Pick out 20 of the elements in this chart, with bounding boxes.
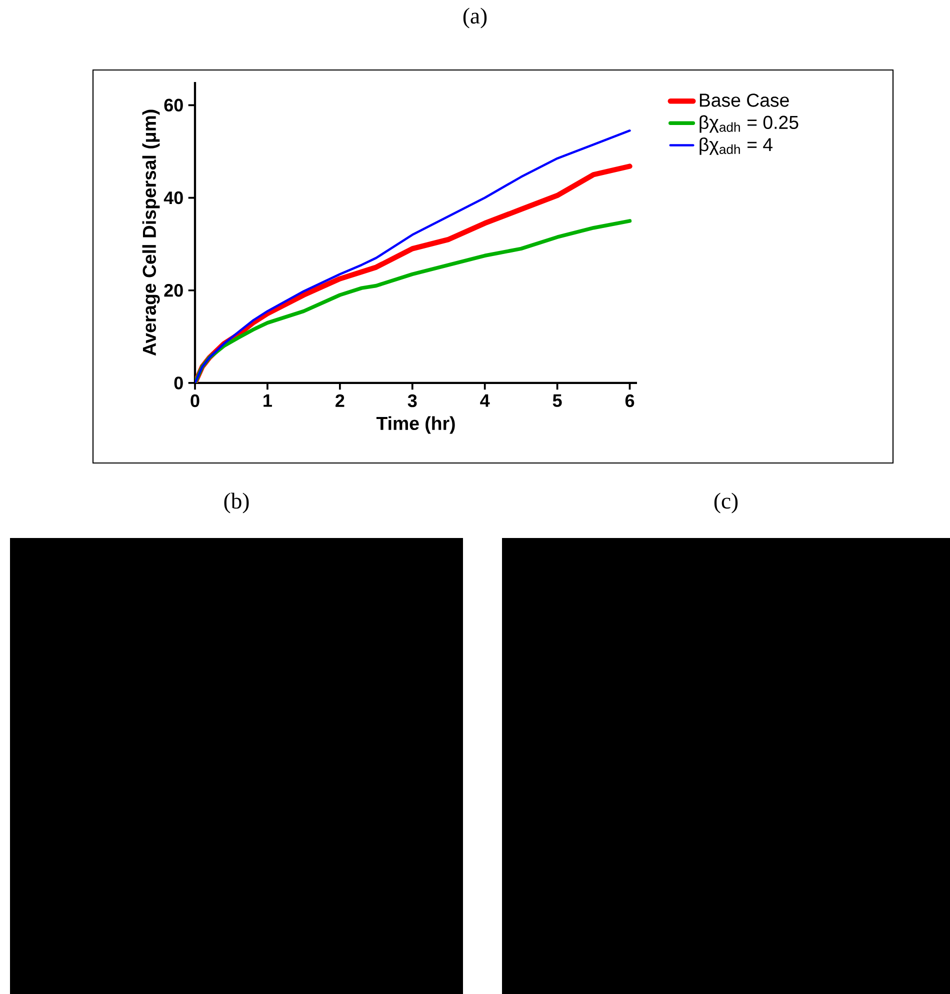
x-tick-label: 6	[625, 394, 634, 408]
x-tick-label: 2	[336, 394, 344, 407]
x-tick-label: 4	[480, 394, 490, 407]
legend-label: Base Case	[700, 94, 789, 107]
y-tick-label: 60	[164, 98, 183, 112]
x-tick-label: 0	[190, 394, 200, 408]
y-tick-label: 0	[174, 376, 183, 390]
legend-label: βχ$_{adh}$ = 4	[700, 138, 773, 155]
text: (b)	[224, 492, 249, 514]
x-tick-label: 3	[408, 394, 417, 408]
y-tick-label: 40	[164, 191, 183, 204]
x-tick-label: 5	[552, 394, 562, 407]
y-axis-title: Average Cell Dispersal (μm)	[142, 110, 160, 356]
text: (c)	[714, 492, 738, 514]
chart-title: (a)	[463, 8, 487, 28]
line-series	[195, 219, 632, 383]
legend-label: βχ$_{adh}$ = 0.25	[700, 115, 798, 133]
y-tick-label: 20	[164, 284, 183, 297]
x-axis-title: Time (hr)	[376, 416, 455, 434]
x-tick-label: 1	[264, 394, 272, 407]
